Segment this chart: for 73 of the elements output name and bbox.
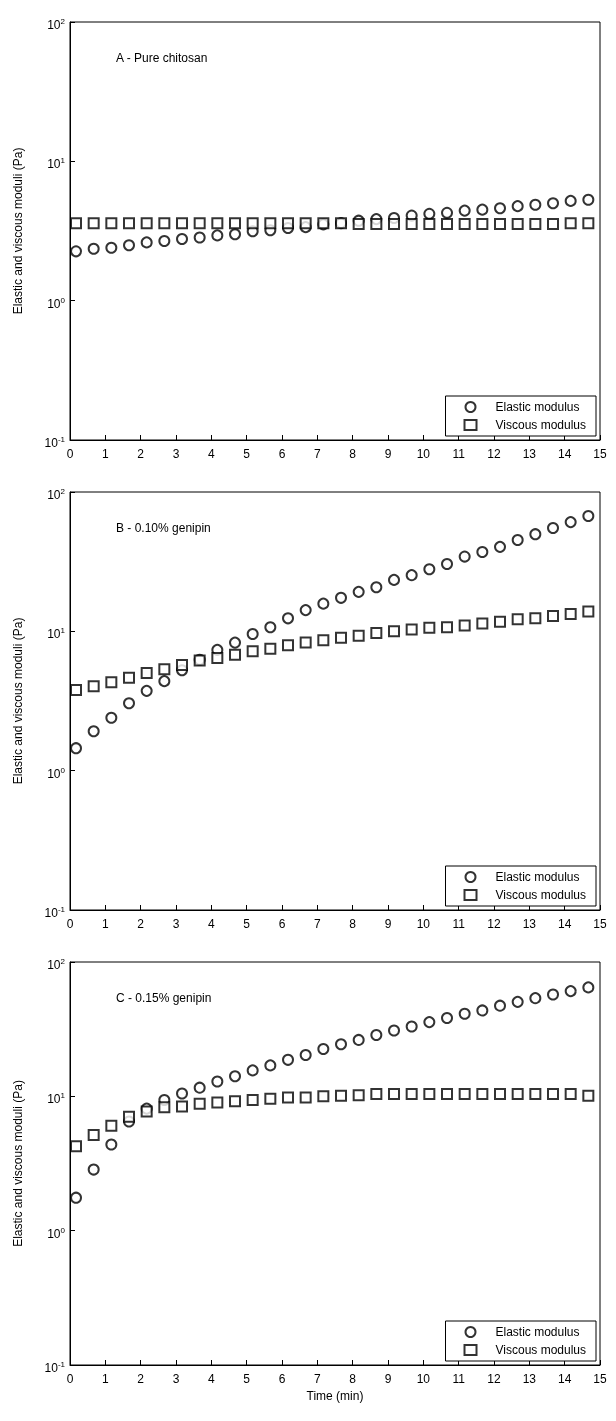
y-tick-label: 10$^{1}$ [47, 1090, 65, 1107]
x-tick-label: 5 [243, 447, 251, 461]
x-tick-label: 14 [557, 1372, 572, 1386]
x-tick-label: 11 [452, 447, 466, 461]
legend-label: Elastic modulus [495, 400, 580, 414]
x-tick-label: 15 [593, 917, 607, 931]
legend-label: Elastic modulus [495, 870, 580, 884]
x-tick-label: 12 [487, 917, 501, 931]
x-tick-label: 10 [416, 447, 431, 461]
x-tick-label: 8 [349, 917, 357, 931]
x-tick-label: 4 [207, 447, 215, 461]
x-tick-label: 15 [593, 447, 607, 461]
annotation: B - 0.10% genipin [116, 521, 211, 535]
x-tick-label: 4 [207, 917, 215, 931]
x-tick-label: 12 [487, 447, 501, 461]
x-tick-label: 2 [137, 917, 145, 931]
x-tick-label: 0 [66, 1372, 74, 1386]
x-tick-label: 7 [313, 1372, 321, 1386]
x-tick-label: 14 [557, 447, 572, 461]
x-tick-label: 9 [384, 447, 392, 461]
legend-label: Viscous modulus [495, 888, 587, 902]
x-tick-label: 3 [172, 447, 180, 461]
y-tick-label: 10$^{0}$ [47, 294, 65, 311]
legend-label: Elastic modulus [495, 1325, 580, 1339]
x-tick-label: 1 [101, 1372, 109, 1386]
x-tick-label: 5 [243, 917, 251, 931]
x-tick-label: 12 [487, 1372, 501, 1386]
legend-label: Viscous modulus [495, 418, 587, 432]
y-tick-label: 10$^{0}$ [47, 1224, 65, 1241]
annotation: A - Pure chitosan [116, 51, 208, 65]
x-tick-label: 14 [557, 917, 572, 931]
y-tick-label: 10$^{2}$ [47, 486, 65, 502]
x-tick-label: 8 [349, 1372, 357, 1386]
x-tick-label: 1 [101, 447, 109, 461]
x-tick-label: 6 [278, 447, 286, 461]
y-tick-label: 10$^{2}$ [47, 16, 65, 32]
x-tick-label: 7 [313, 917, 321, 931]
x-tick-label: 13 [522, 447, 537, 461]
x-tick-label: 11 [452, 917, 466, 931]
x-axis-title: Time (min) [306, 1388, 364, 1403]
y-tick-label: 10$^{-1}$ [44, 1359, 65, 1375]
x-tick-label: 2 [137, 1372, 145, 1386]
x-tick-label: 6 [278, 917, 286, 931]
y-tick-label: 10$^{-1}$ [44, 434, 65, 450]
y-tick-label: 10$^{1}$ [47, 625, 65, 642]
y-tick-label: 10$^{1}$ [47, 155, 65, 172]
y-tick-label: 10$^{0}$ [47, 764, 65, 781]
x-tick-label: 10 [416, 1372, 431, 1386]
x-tick-label: 13 [522, 1372, 537, 1386]
x-tick-label: 8 [349, 447, 357, 461]
x-tick-label: 6 [278, 1372, 286, 1386]
x-tick-label: 2 [137, 447, 145, 461]
x-tick-label: 15 [593, 1372, 607, 1386]
y-axis-title: Elastic and viscous moduli (Pa) [11, 1080, 25, 1247]
legend-label: Viscous modulus [495, 1343, 587, 1357]
x-tick-label: 1 [101, 917, 109, 931]
x-tick-label: 9 [384, 917, 392, 931]
x-tick-label: 9 [384, 1372, 392, 1386]
y-axis-title: Elastic and viscous moduli (Pa) [11, 617, 25, 785]
x-tick-label: 13 [522, 917, 537, 931]
x-tick-label: 3 [172, 1372, 180, 1386]
x-tick-label: 3 [172, 917, 180, 931]
x-tick-label: 7 [313, 447, 321, 461]
y-tick-label: 10$^{2}$ [47, 956, 65, 972]
annotation: C - 0.15% genipin [116, 991, 212, 1005]
x-tick-label: 4 [207, 1372, 215, 1386]
x-tick-label: 5 [243, 1372, 251, 1386]
x-tick-label: 0 [66, 447, 74, 461]
x-tick-label: 0 [66, 917, 74, 931]
y-tick-label: 10$^{-1}$ [44, 904, 65, 920]
y-axis-title: Elastic and viscous moduli (Pa) [11, 147, 25, 315]
x-tick-label: 11 [452, 1372, 466, 1386]
x-tick-label: 10 [416, 917, 431, 931]
